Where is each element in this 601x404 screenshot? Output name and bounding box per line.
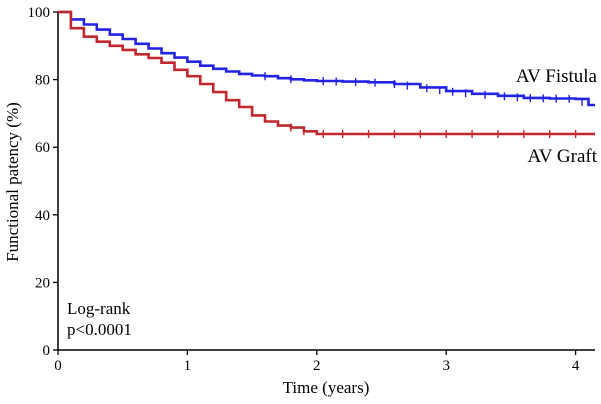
y-tick-label: 60 xyxy=(35,140,50,156)
x-tick-label: 3 xyxy=(442,358,450,374)
y-tick-label: 80 xyxy=(35,73,50,89)
y-tick-label: 0 xyxy=(43,343,51,359)
y-tick-label: 40 xyxy=(35,208,50,224)
series-layer xyxy=(58,10,595,139)
y-tick-label: 20 xyxy=(35,275,50,291)
x-axis-title: Time (years) xyxy=(283,378,370,397)
x-tick-label: 2 xyxy=(313,358,321,374)
annotation-line-2: p<0.0001 xyxy=(67,320,132,339)
y-tick-label: 100 xyxy=(28,5,51,21)
series-label-av-fistula: AV Fistula xyxy=(516,66,598,87)
x-tick-label: 4 xyxy=(572,358,580,374)
y-axis-title: Functional patency (%) xyxy=(3,102,22,262)
x-tick-label: 0 xyxy=(54,358,62,374)
series-line-av-fistula xyxy=(58,10,595,107)
annotation-line-1: Log-rank xyxy=(67,299,131,318)
x-tick-label: 1 xyxy=(184,358,192,374)
series-label-av-graft: AV Graft xyxy=(528,146,598,167)
series-line-av-graft xyxy=(58,10,595,136)
axes: 0 20 40 60 80 100 0 1 2 3 4 xyxy=(28,5,595,374)
